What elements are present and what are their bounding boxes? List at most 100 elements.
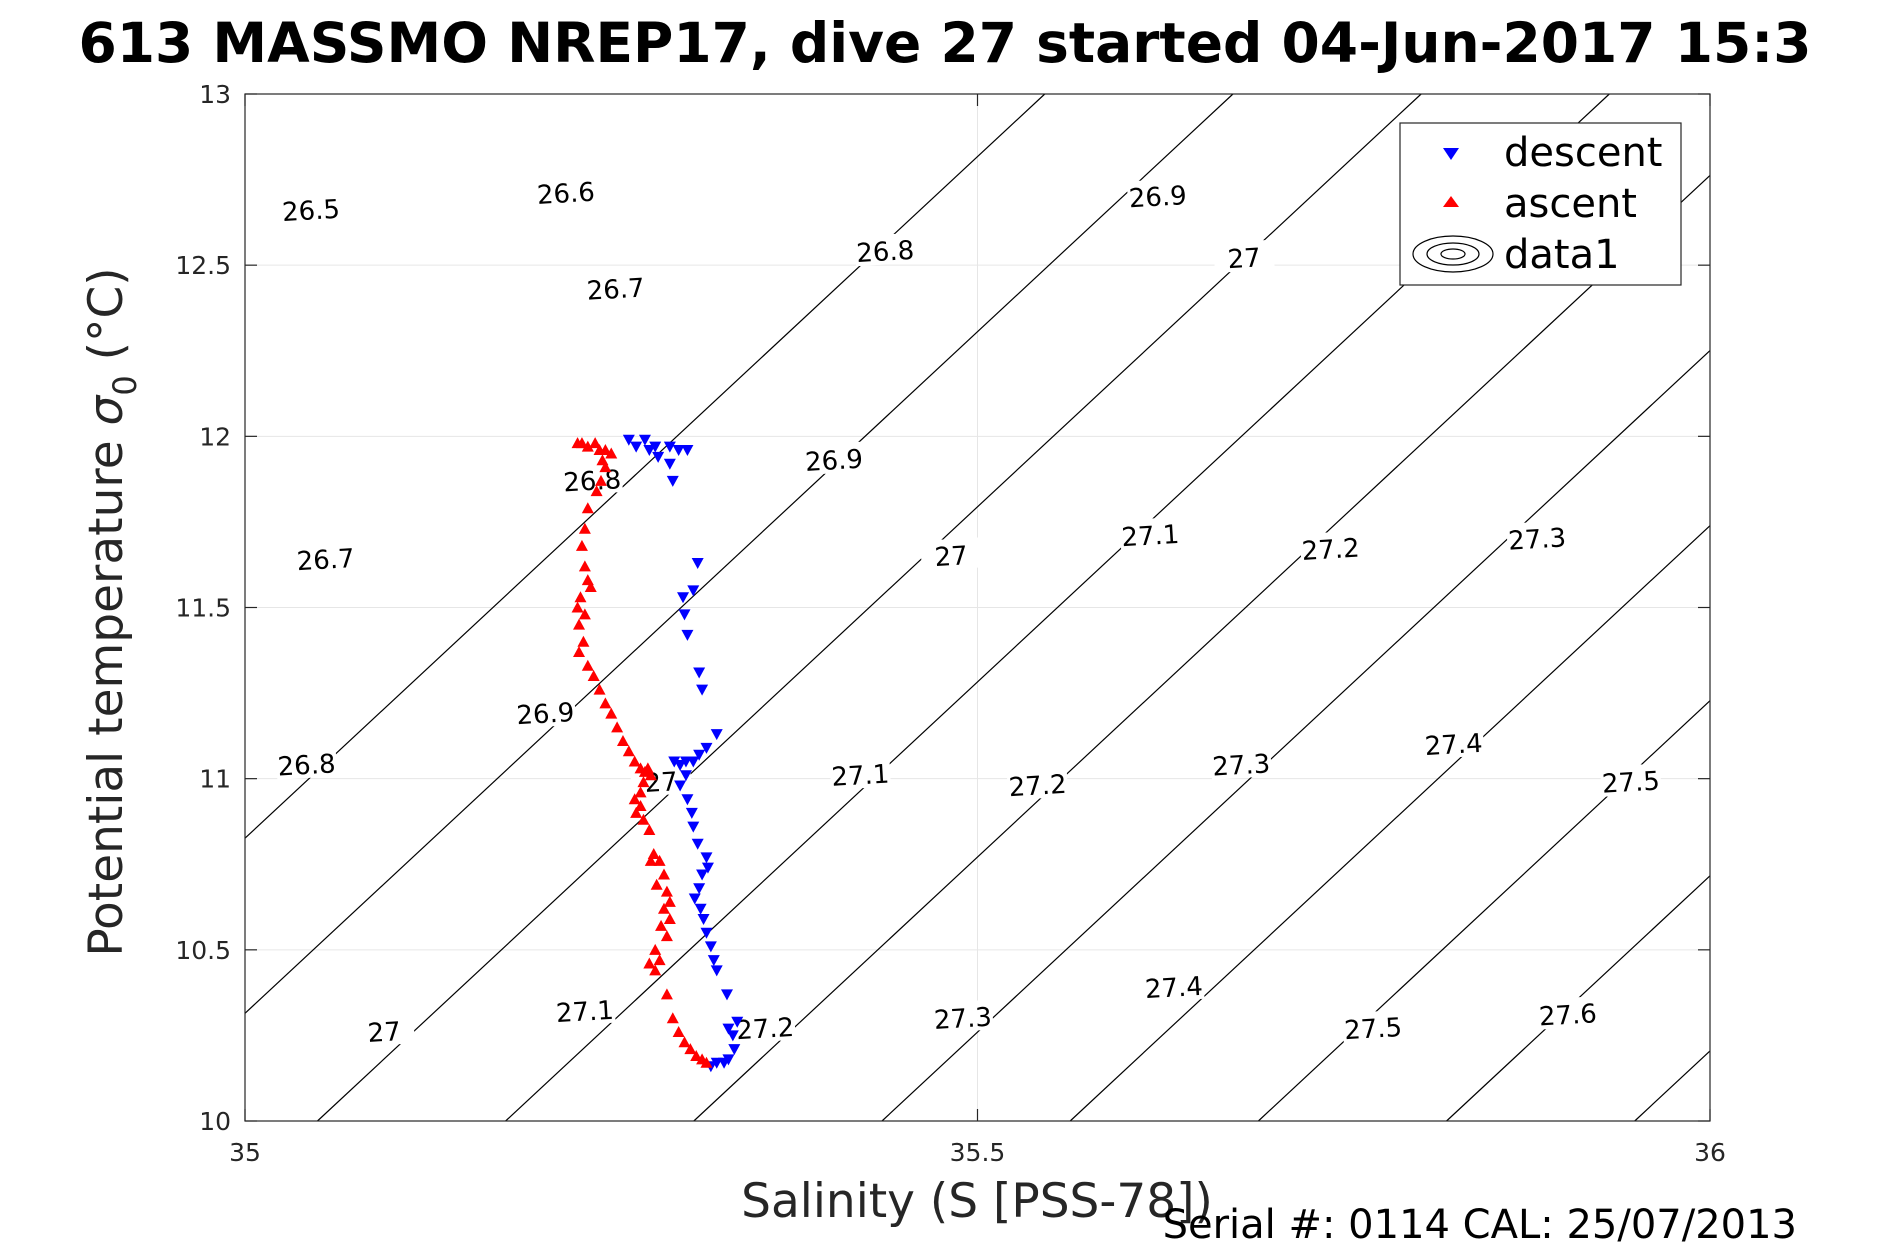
x-axis-tick-labels: 35 35.5 36 [229,1138,1726,1167]
ascent-point [657,868,670,880]
legend-descent-marker [1443,148,1459,160]
ascent-point [653,954,666,966]
y-tick-label: 11 [199,765,231,794]
contour-label-background [353,1013,415,1047]
series-ascent [571,437,713,1068]
contour-label-background [514,694,577,729]
contour-label: 27.6 [1538,999,1598,1032]
contour-label: 26.7 [586,273,646,306]
descent-point [693,883,706,895]
contour-label: 27.1 [831,760,891,793]
y-axis-title-main: Potential temperature [79,425,134,956]
legend-contour-marker [1412,235,1494,273]
ascent-point [599,697,612,709]
descent-point [687,821,700,833]
y-axis-title: Potential temperature σ0 (°C) [79,267,144,956]
descent-point [649,441,662,453]
isopycnal-line [693,174,1711,1122]
ascent-point [578,522,591,534]
descent-point [672,445,685,457]
descent-point [694,903,707,915]
y-axis-title-unit: (°C) [79,267,134,375]
x-axis-title: Salinity (S [PSS-78]) [741,1174,1213,1229]
ascent-point [578,608,591,620]
ascent-point [593,683,606,695]
contour-label: 26.6 [536,178,596,211]
isopycnal-line [881,350,1711,1122]
contour-label: 27.3 [1507,523,1567,556]
ascent-point [575,437,588,449]
chart-title: 613 MASSMO NREP17, dive 27 started 04-Ju… [78,11,1811,75]
contour-label-background [802,441,865,476]
contour-label: 27.5 [1343,1013,1403,1046]
ascent-point [589,437,602,449]
legend-ascent-label: ascent [1504,181,1637,227]
contour-label: 27.4 [1424,729,1484,762]
contour-label-background [734,1009,796,1044]
data-series [571,434,744,1073]
descent-point [668,756,681,768]
descent-point [677,592,690,604]
ascent-point [622,745,635,757]
descent-point [693,667,706,679]
contour-label: 27.2 [1301,534,1361,567]
descent-point [728,1044,741,1056]
descent-point [696,869,709,881]
y-axis-title-sigma: σ [79,394,134,425]
ascent-point [655,919,668,931]
y-axis-title-subscript: 0 [106,375,144,395]
descent-point [700,742,713,754]
footer-serial-cal: Serial #: 0114 CAL: 25/07/2013 [1163,1202,1797,1248]
descent-point [687,585,700,597]
ascent-point [590,485,603,497]
descent-point [696,684,709,696]
descent-point [704,941,717,953]
x-tick-label: 35.5 [950,1138,1006,1167]
contour-label: 26.8 [562,465,622,498]
series-descent [622,434,744,1073]
descent-point [674,780,687,792]
isopycnal-line [244,93,1234,1014]
ascent-point [599,461,612,473]
ascent-point [690,1049,703,1061]
ascent-point [611,721,624,733]
descent-point [663,458,676,470]
descent-point [666,475,679,487]
contour-label-background [920,537,982,571]
ascent-point [573,646,586,658]
x-tick-label: 36 [1694,1138,1726,1167]
contour-label-background [279,191,342,226]
legend-descent-label: descent [1504,130,1662,176]
contour-labels: 26.5 26.6 26.7 26.8 26.9 27 26.7 26.8 26.9 27 27.1… [275,174,1662,1049]
ascent-point [678,1036,691,1048]
y-tick-label: 10.5 [175,936,231,965]
descent-point [678,609,691,621]
contour-label-background [1299,530,1362,565]
isopycnal-line [244,93,1046,839]
descent-point [679,756,692,768]
legend-data1-label: data1 [1504,232,1620,278]
contour-label: 27.4 [1144,972,1204,1005]
y-tick-label: 10 [199,1107,231,1136]
descent-point [697,914,710,926]
ascent-point [581,502,594,514]
ascent-point [581,659,594,671]
descent-point [663,441,676,453]
ascent-point [666,1012,679,1024]
legend-ascent-marker [1443,196,1459,207]
ascent-point [581,440,594,452]
ascent-point [574,591,587,603]
ascent-point [700,1056,713,1068]
ascent-point [575,539,588,551]
ascent-point [637,776,650,788]
ascent-point [628,793,641,805]
ascent-point [672,1025,685,1037]
isopycnal-line [1634,1050,1711,1122]
contour-label-background [1422,725,1485,760]
ascent-point [637,813,650,825]
contour-label: 26.9 [1128,181,1188,214]
y-tick-label: 13 [199,80,231,109]
descent-point [710,729,723,741]
contour-label: 27 [934,541,969,573]
